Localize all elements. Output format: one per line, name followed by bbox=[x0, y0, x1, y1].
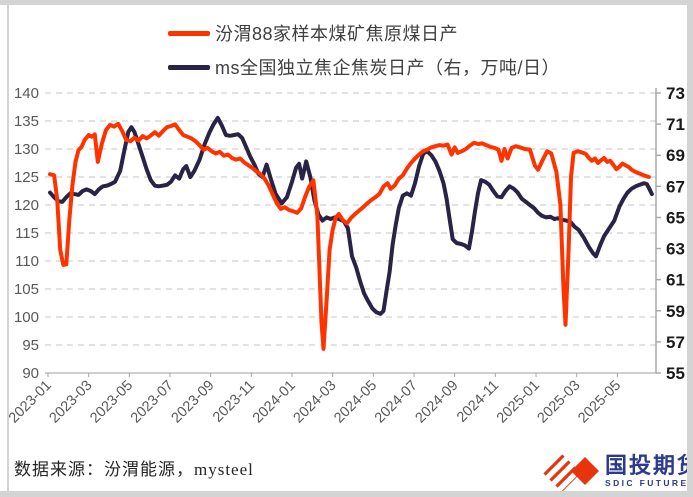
frame-border-left bbox=[7, 0, 9, 497]
y-left-tick-label: 95 bbox=[22, 337, 39, 354]
legend-item-coal-output: 汾渭88家样本煤矿焦原煤日产 bbox=[168, 18, 560, 48]
x-tick-label: 2024-09 bbox=[413, 378, 462, 427]
y-left-tick-label: 105 bbox=[14, 281, 39, 298]
y-left-tick-label: 120 bbox=[14, 197, 39, 214]
x-tick-label: 2024-01 bbox=[250, 378, 299, 427]
y-right-tick-label: 63 bbox=[666, 240, 685, 259]
x-tick-label: 2023-07 bbox=[128, 378, 177, 427]
y-right-tick-label: 57 bbox=[666, 333, 685, 352]
sdic-logo-name-cn: 国投期货 bbox=[605, 453, 693, 478]
y-right-tick-label: 71 bbox=[666, 115, 685, 134]
x-tick-label: 2025-03 bbox=[535, 378, 584, 427]
y-left-tick-label: 140 bbox=[14, 85, 39, 102]
y-left-tick-label: 100 bbox=[14, 309, 39, 326]
x-tick-label: 2023-05 bbox=[87, 378, 136, 427]
frame-border-right bbox=[687, 0, 693, 497]
y-right-tick-label: 55 bbox=[666, 364, 685, 383]
data-source-note: 数据来源：汾渭能源，mysteel bbox=[14, 460, 254, 479]
x-tick-label: 2024-11 bbox=[454, 378, 502, 426]
legend-label-coke-output: ms全国独立焦企焦炭日产（右，万吨/日） bbox=[215, 58, 560, 78]
legend-label-coal-output: 汾渭88家样本煤矿焦原煤日产 bbox=[215, 24, 459, 44]
y-right-tick-label: 69 bbox=[666, 146, 685, 165]
legend-item-coke-output: ms全国独立焦企焦炭日产（右，万吨/日） bbox=[168, 52, 560, 82]
y-right-tick-label: 61 bbox=[666, 271, 685, 290]
y-right-tick-label: 65 bbox=[666, 208, 685, 227]
x-tick-label: 2025-01 bbox=[494, 378, 543, 427]
y-right-tick-label: 59 bbox=[666, 302, 685, 321]
y-left-tick-label: 115 bbox=[15, 225, 39, 242]
legend-swatch-navy-line bbox=[168, 64, 210, 70]
sdic-logo-name-en: SDIC FUTURES bbox=[605, 478, 693, 488]
x-tick-label: 2024-03 bbox=[291, 378, 340, 427]
legend-swatch-red-line bbox=[168, 30, 210, 36]
x-tick-label: 2023-09 bbox=[169, 378, 218, 427]
x-tick-label: 2024-05 bbox=[331, 378, 380, 427]
y-right-tick-label: 67 bbox=[666, 177, 685, 196]
x-tick-label: 2023-01 bbox=[6, 378, 55, 427]
frame-border-top bbox=[0, 0, 693, 5]
y-left-tick-label: 110 bbox=[15, 253, 39, 270]
x-tick-label: 2024-07 bbox=[372, 378, 421, 427]
x-tick-label: 2023-11 bbox=[210, 378, 258, 426]
y-left-tick-label: 130 bbox=[14, 141, 39, 158]
frame-border-bottom bbox=[0, 491, 693, 497]
y-left-tick-label: 135 bbox=[14, 113, 39, 130]
sdic-futures-logo: 国投期货 SDIC FUTURES bbox=[541, 450, 693, 492]
sdic-logo-mark-icon bbox=[543, 454, 599, 492]
y-right-tick-label: 73 bbox=[666, 84, 685, 103]
y-left-tick-label: 90 bbox=[22, 365, 39, 382]
x-tick-label: 2023-03 bbox=[47, 378, 96, 427]
series-line-raw-coal-daily-output bbox=[48, 121, 651, 351]
series-line-coke-daily-output bbox=[48, 115, 654, 316]
y-left-tick-label: 125 bbox=[14, 169, 39, 186]
chart-legend: 汾渭88家样本煤矿焦原煤日产 ms全国独立焦企焦炭日产（右，万吨/日） bbox=[168, 18, 560, 86]
x-tick-label: 2025-05 bbox=[575, 378, 624, 427]
